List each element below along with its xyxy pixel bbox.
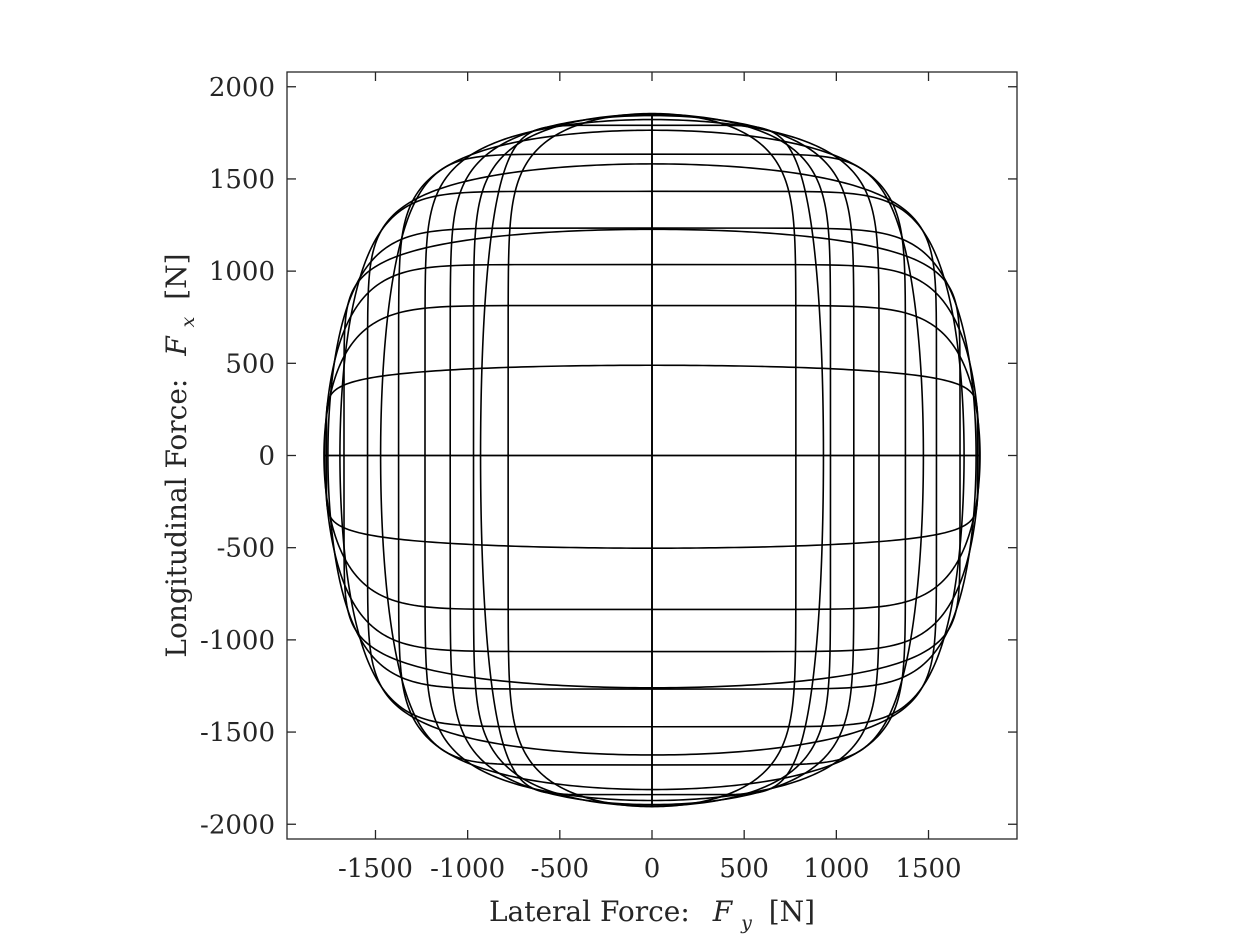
y-tick-label: 1000 [209, 257, 275, 287]
x-axis-title-variable: F [712, 895, 734, 928]
y-axis-title-text: Longitudinal Force: [160, 379, 193, 658]
y-axis-title-subscript: x [177, 316, 199, 327]
x-axis-ticks: -1500 -1000 -500 0 500 1000 1500 [338, 72, 962, 884]
x-tick-label: 0 [644, 854, 661, 884]
y-tick-label: -1000 [200, 626, 275, 656]
constant-longitudinal-slip-curve [424, 455, 880, 802]
constant-lateral-slip-curve [652, 190, 965, 728]
constant-lateral-slip-curve [652, 304, 981, 611]
y-tick-label: -1500 [200, 718, 275, 748]
constant-lateral-slip-curve [339, 190, 652, 728]
x-tick-label: -500 [531, 854, 589, 884]
x-tick-label: 1500 [895, 854, 961, 884]
y-axis-ticks: -2000 -1500 -1000 -500 0 500 1000 1500 2000 [200, 73, 1017, 840]
y-tick-label: 0 [258, 442, 275, 472]
y-tick-label: -500 [217, 534, 275, 564]
constant-lateral-slip-curve [327, 227, 652, 690]
x-axis-title-unit: [N] [769, 895, 815, 928]
y-tick-label: 500 [225, 349, 275, 379]
x-axis-title-subscript: y [740, 912, 752, 934]
constant-longitudinal-slip-curve [325, 455, 979, 549]
constant-longitudinal-slip-curve [366, 455, 938, 756]
constant-longitudinal-slip-curve [449, 455, 855, 806]
constant-lateral-slip-curve [652, 124, 825, 796]
force-curves [323, 112, 981, 808]
constant-longitudinal-slip-curve [397, 455, 907, 791]
constant-lateral-slip-curve [379, 153, 652, 766]
constant-longitudinal-slip-curve [472, 455, 832, 807]
constant-lateral-slip-curve [323, 304, 652, 611]
constant-longitudinal-slip-curve [343, 455, 961, 689]
constant-lateral-slip-curve [479, 124, 652, 796]
constant-lateral-slip-curve [652, 227, 977, 690]
y-tick-label: 2000 [209, 73, 275, 103]
x-axis-title-text: Lateral Force: [489, 895, 690, 928]
y-axis-title: Longitudinal Force: F x [N] [160, 253, 201, 657]
x-tick-label: 1000 [803, 854, 869, 884]
y-axis-title-unit: [N] [160, 253, 193, 299]
x-tick-label: 500 [719, 854, 769, 884]
x-tick-label: -1000 [430, 854, 505, 884]
x-tick-label: -1500 [338, 854, 413, 884]
y-axis-title-variable: F [160, 335, 193, 357]
x-axis-title: Lateral Force: F y [N] [489, 895, 815, 936]
constant-lateral-slip-curve [323, 263, 652, 653]
y-tick-label: 1500 [209, 165, 275, 195]
y-tick-label: -2000 [200, 810, 275, 840]
constant-lateral-slip-curve [652, 153, 925, 766]
